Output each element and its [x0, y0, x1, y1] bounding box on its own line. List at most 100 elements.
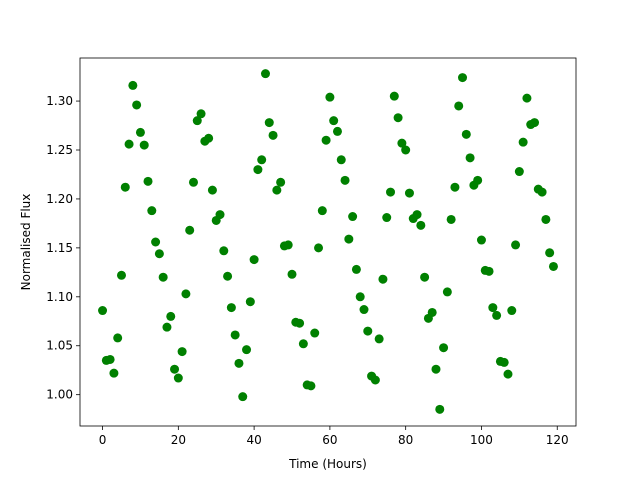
point	[317, 206, 327, 216]
point	[314, 243, 324, 253]
point	[98, 306, 108, 316]
x-tick-label: 80	[398, 433, 413, 447]
point	[370, 375, 380, 385]
point	[181, 289, 191, 299]
point	[185, 225, 195, 235]
point	[348, 212, 358, 222]
y-tick-label: 1.15	[46, 241, 73, 255]
point	[420, 272, 430, 282]
point	[522, 93, 532, 103]
x-axis-label: Time (Hours)	[288, 457, 367, 471]
point	[219, 246, 229, 256]
point	[389, 91, 399, 101]
point	[355, 292, 365, 302]
point	[541, 214, 551, 224]
point	[215, 210, 225, 220]
point	[132, 100, 142, 110]
point	[234, 358, 244, 368]
point	[378, 274, 388, 284]
point	[465, 153, 475, 163]
point	[507, 306, 517, 316]
point	[170, 364, 180, 374]
point	[329, 116, 339, 126]
point	[143, 176, 153, 186]
point	[192, 116, 202, 126]
point	[238, 392, 248, 402]
point	[386, 187, 396, 197]
y-axis-label: Normalised Flux	[19, 194, 33, 291]
point	[162, 322, 172, 332]
point	[427, 307, 437, 317]
point	[473, 175, 483, 185]
y-tick-label: 1.10	[46, 290, 73, 304]
point	[128, 80, 138, 90]
point	[135, 127, 145, 137]
plot-frame	[79, 57, 577, 427]
x-tick-label: 20	[171, 433, 186, 447]
point	[363, 326, 373, 336]
point	[518, 137, 528, 147]
point	[458, 73, 468, 83]
x-tick-label: 40	[246, 433, 261, 447]
point	[105, 354, 115, 364]
point	[382, 213, 392, 223]
point	[431, 364, 441, 374]
point	[116, 270, 126, 280]
y-tick-label: 1.25	[46, 143, 73, 157]
point	[545, 248, 555, 258]
point	[166, 311, 176, 321]
point	[530, 118, 540, 128]
point	[351, 264, 361, 274]
point	[260, 69, 270, 79]
point	[245, 297, 255, 307]
point	[151, 237, 161, 247]
point	[393, 113, 403, 123]
point	[188, 177, 198, 187]
point	[344, 234, 354, 244]
point	[454, 101, 464, 111]
point	[446, 214, 456, 224]
point	[124, 139, 134, 149]
point	[204, 133, 214, 143]
point	[537, 187, 547, 197]
point	[511, 240, 521, 250]
point	[295, 318, 305, 328]
point	[109, 368, 119, 378]
point	[276, 177, 286, 187]
point	[412, 210, 422, 220]
point	[492, 310, 502, 320]
point	[177, 347, 187, 357]
point	[416, 220, 426, 230]
point	[404, 188, 414, 198]
point	[207, 185, 217, 195]
point	[139, 140, 149, 150]
point	[257, 155, 267, 165]
point	[158, 272, 168, 282]
point	[374, 334, 384, 344]
point	[499, 357, 509, 367]
point	[488, 303, 498, 313]
point	[321, 135, 331, 145]
point	[332, 126, 342, 136]
y-tick-label: 1.05	[46, 339, 73, 353]
point	[548, 261, 558, 271]
point	[514, 167, 524, 177]
point	[401, 145, 411, 155]
point	[484, 266, 494, 276]
point	[287, 269, 297, 279]
point	[154, 249, 164, 259]
x-tick-label: 120	[546, 433, 569, 447]
point	[503, 369, 513, 379]
point	[230, 330, 240, 340]
x-tick-label: 0	[99, 433, 107, 447]
point	[397, 138, 407, 148]
point	[226, 303, 236, 313]
y-tick-label: 1.00	[46, 388, 73, 402]
point	[450, 182, 460, 192]
point	[173, 373, 183, 383]
x-tick-label: 100	[470, 433, 493, 447]
x-tick-label: 60	[322, 433, 337, 447]
point	[435, 404, 445, 414]
point	[340, 175, 350, 185]
